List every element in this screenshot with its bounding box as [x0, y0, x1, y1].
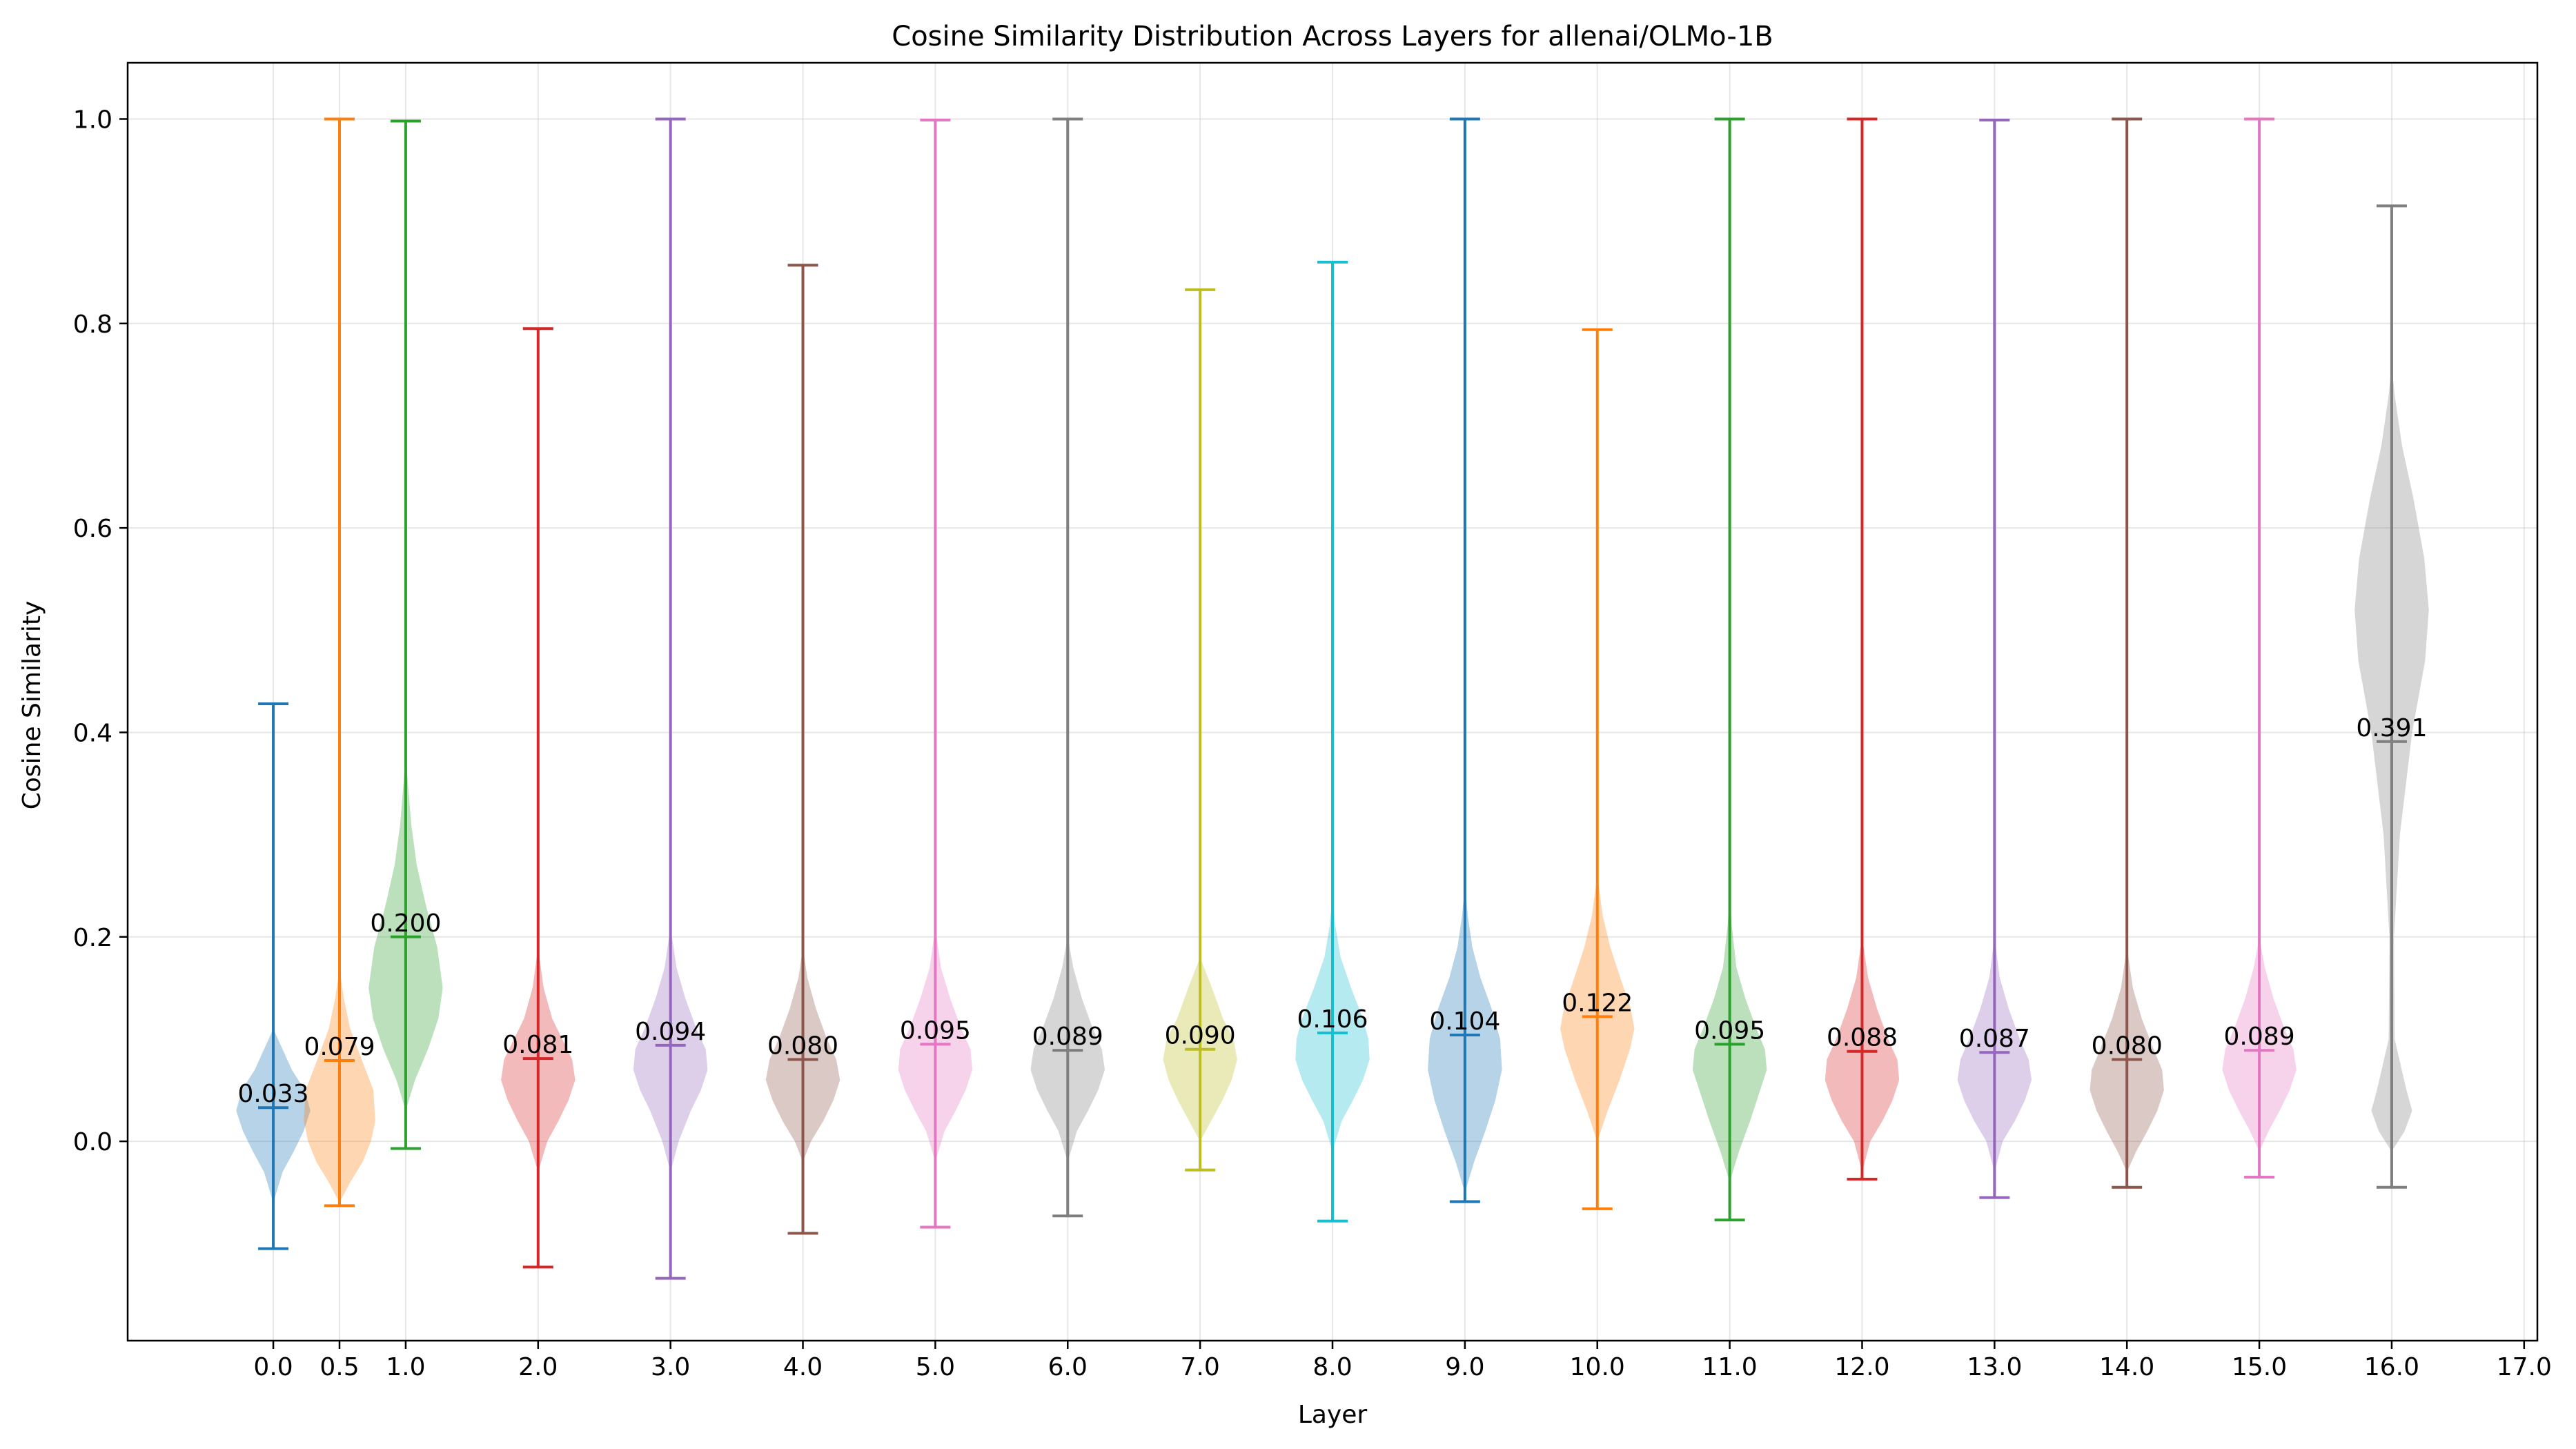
median-label-9: 0.106 — [1297, 1005, 1368, 1034]
median-label-15: 0.080 — [2092, 1032, 2163, 1061]
x-tick-label-4: 3.0 — [651, 1353, 690, 1381]
x-tick-label-3: 2.0 — [518, 1353, 558, 1381]
y-tick-label-2: 0.4 — [73, 719, 112, 747]
median-label-4: 0.094 — [635, 1018, 706, 1046]
x-tick-label-1: 0.5 — [319, 1353, 359, 1381]
chart-title: Cosine Similarity Distribution Across La… — [892, 21, 1773, 52]
y-tick-label-5: 1.0 — [73, 106, 112, 134]
x-tick-label-6: 5.0 — [916, 1353, 955, 1381]
median-label-2: 0.200 — [370, 909, 441, 938]
median-label-13: 0.088 — [1827, 1024, 1898, 1052]
x-axis-label: Layer — [1298, 1401, 1368, 1429]
x-axis: 0.0 0.5 1.0 2.0 3.0 4.0 5.0 6.0 7.0 8.0 9.0 10.0 11.… — [253, 1341, 2552, 1381]
x-tick-label-9: 8.0 — [1312, 1353, 1352, 1381]
x-tick-label-8: 7.0 — [1180, 1353, 1219, 1381]
x-tick-label-18: 17.0 — [2497, 1353, 2552, 1381]
x-tick-label-12: 11.0 — [1702, 1353, 1758, 1381]
y-tick-label-3: 0.6 — [73, 515, 112, 543]
median-label-6: 0.095 — [900, 1016, 971, 1045]
x-tick-label-0: 0.0 — [253, 1353, 293, 1381]
x-tick-label-10: 9.0 — [1445, 1353, 1484, 1381]
y-tick-label-1: 0.2 — [73, 924, 112, 952]
y-axis: 0.0 0.2 0.4 0.6 0.8 1.0 — [73, 106, 128, 1156]
y-axis-label: Cosine Similarity — [18, 601, 46, 810]
x-tick-label-5: 4.0 — [783, 1353, 823, 1381]
x-tick-label-11: 10.0 — [1570, 1353, 1625, 1381]
x-tick-label-16: 15.0 — [2232, 1353, 2287, 1381]
median-label-5: 0.080 — [767, 1032, 838, 1061]
x-tick-label-2: 1.0 — [386, 1353, 425, 1381]
x-tick-label-14: 13.0 — [1967, 1353, 2022, 1381]
median-label-16: 0.089 — [2224, 1023, 2295, 1051]
median-label-14: 0.087 — [1959, 1025, 2030, 1053]
y-tick-label-0: 0.0 — [73, 1128, 112, 1156]
y-tick-label-4: 0.8 — [73, 310, 112, 339]
median-labels: 0.033 0.079 0.200 0.081 0.094 0.080 0.095 0.089… — [238, 714, 2428, 1108]
median-label-12: 0.095 — [1694, 1016, 1765, 1045]
median-label-1: 0.079 — [304, 1033, 375, 1061]
x-tick-label-7: 6.0 — [1048, 1353, 1088, 1381]
median-label-0: 0.033 — [238, 1080, 309, 1108]
median-label-17: 0.391 — [2356, 714, 2427, 742]
median-label-11: 0.122 — [1562, 989, 1633, 1017]
x-tick-label-17: 16.0 — [2364, 1353, 2419, 1381]
x-tick-label-13: 12.0 — [1834, 1353, 1889, 1381]
median-label-7: 0.089 — [1032, 1023, 1103, 1051]
median-label-8: 0.090 — [1165, 1022, 1236, 1050]
x-tick-label-15: 14.0 — [2099, 1353, 2154, 1381]
median-label-3: 0.081 — [502, 1031, 573, 1059]
violins — [236, 117, 2429, 1280]
median-label-10: 0.104 — [1429, 1007, 1500, 1036]
